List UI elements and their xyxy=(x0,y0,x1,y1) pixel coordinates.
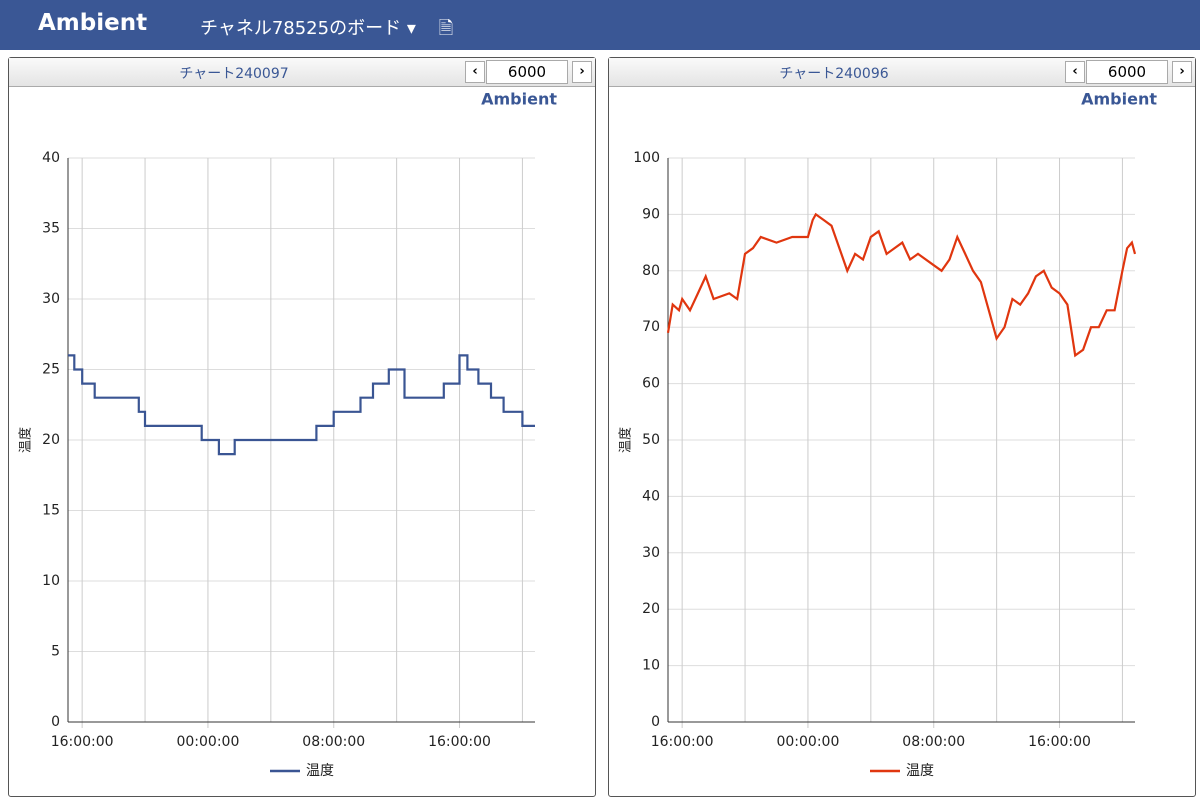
x-tick-label: 08:00:00 xyxy=(302,734,365,750)
prev-button[interactable]: ‹ xyxy=(465,61,485,83)
y-axis-title: 温度 xyxy=(18,427,34,453)
x-tick-label: 16:00:00 xyxy=(1028,734,1091,750)
chart-credit: Ambient xyxy=(481,90,557,109)
y-tick-label: 5 xyxy=(51,644,60,660)
header: Ambient チャネル78525のボード ▾ 🗎 xyxy=(0,0,1200,50)
y-tick-label: 0 xyxy=(51,714,60,730)
panel-title: チャート240097 xyxy=(179,66,289,82)
next-button[interactable]: › xyxy=(572,61,592,83)
legend-label: 温度 xyxy=(306,763,334,779)
limit-input[interactable]: 6000 xyxy=(486,60,568,84)
x-tick-label: 00:00:00 xyxy=(176,734,239,750)
data-line xyxy=(68,354,535,456)
x-tick-label: 08:00:00 xyxy=(902,734,965,750)
chart-credit: Ambient xyxy=(1081,90,1157,109)
panel: チャート240096 ‹ 6000 › xyxy=(608,57,1196,797)
y-tick-label: 35 xyxy=(42,221,60,237)
y-axis-title: 温度 xyxy=(618,427,634,453)
y-tick-label: 20 xyxy=(42,432,60,448)
y-tick-label: 40 xyxy=(42,150,60,166)
y-tick-label: 90 xyxy=(642,206,660,222)
panel: チャート240097 ‹ 6000 › xyxy=(8,57,596,797)
y-tick-label: 60 xyxy=(642,376,660,392)
panel-header: チャート240097 ‹ 6000 › xyxy=(9,58,595,87)
y-tick-label: 40 xyxy=(642,488,660,504)
y-tick-label: 10 xyxy=(642,658,660,674)
limit-input[interactable]: 6000 xyxy=(1086,60,1168,84)
x-tick-label: 00:00:00 xyxy=(776,734,839,750)
x-tick-label: 16:00:00 xyxy=(651,734,714,750)
y-tick-label: 10 xyxy=(42,573,60,589)
x-tick-label: 16:00:00 xyxy=(51,734,114,750)
y-tick-label: 15 xyxy=(42,503,60,519)
y-tick-label: 80 xyxy=(642,263,660,279)
legend-label: 温度 xyxy=(906,763,934,779)
panel-header: チャート240096 ‹ 6000 › xyxy=(609,58,1195,87)
y-tick-label: 100 xyxy=(633,150,660,166)
y-tick-label: 0 xyxy=(651,714,660,730)
board-menu[interactable]: チャネル78525のボード ▾ 🗎 xyxy=(200,18,454,39)
y-tick-label: 30 xyxy=(42,291,60,307)
logo[interactable]: Ambient xyxy=(38,10,148,36)
next-button[interactable]: › xyxy=(1172,61,1192,83)
y-tick-label: 20 xyxy=(642,601,660,617)
prev-button[interactable]: ‹ xyxy=(1065,61,1085,83)
y-tick-label: 70 xyxy=(642,319,660,335)
y-tick-label: 30 xyxy=(642,545,660,561)
board-title[interactable]: チャネル78525のボード xyxy=(200,18,402,39)
y-tick-label: 25 xyxy=(42,362,60,378)
panel-title: チャート240096 xyxy=(779,66,889,82)
data-line xyxy=(666,212,1137,358)
x-tick-label: 16:00:00 xyxy=(428,734,491,750)
y-tick-label: 50 xyxy=(642,432,660,448)
